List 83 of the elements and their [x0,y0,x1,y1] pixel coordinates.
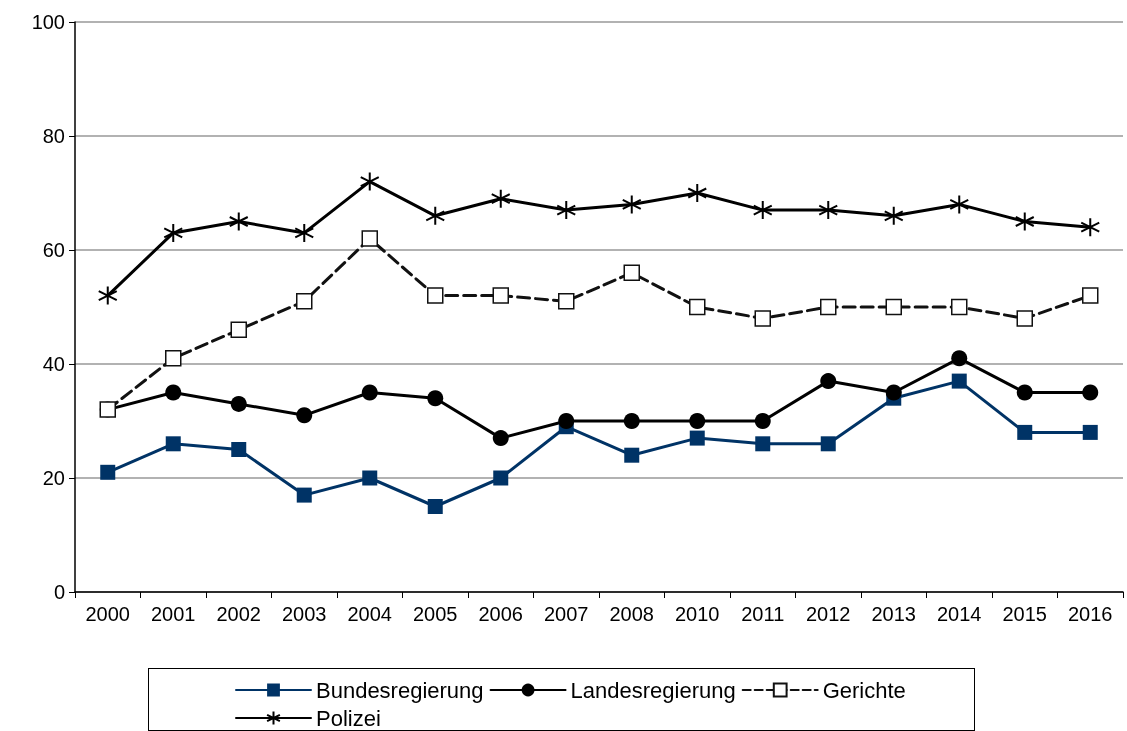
point [362,470,378,486]
x-tick-label: 2007 [544,603,589,625]
x-tick-label: 2014 [937,603,982,625]
point [230,395,247,412]
legend-label: Polizei [316,705,381,731]
point [165,384,182,401]
point [361,230,378,247]
point [294,222,315,243]
x-tick-label: 2012 [806,603,851,625]
y-tick-label: 40 [42,353,65,375]
x-tick-label: 2015 [1002,603,1047,625]
x-tick-label: 2006 [478,603,523,625]
point [1016,310,1033,327]
point [951,373,967,389]
y-tick-label: 60 [42,239,65,261]
point [754,413,771,429]
x-tick-label: 2001 [151,603,196,625]
point [165,350,182,367]
point [427,287,444,304]
point [687,183,708,203]
point [296,407,313,424]
point [490,188,511,209]
point [951,298,968,316]
point [820,436,836,452]
x-tick-label: 2003 [282,603,327,625]
point [361,384,378,401]
point [624,447,640,463]
point [1082,384,1099,401]
point [493,470,509,486]
point [752,200,773,221]
x-tick-label: 2000 [85,603,130,625]
point [951,350,968,367]
point [558,413,575,429]
point [230,321,247,339]
point [1080,217,1101,238]
point [621,194,642,215]
point [754,310,771,327]
point [1016,384,1033,401]
point [228,211,249,232]
point [296,487,312,503]
point [689,413,706,429]
point [359,171,380,192]
point [818,200,839,221]
y-tick-label: 100 [31,11,65,33]
point [296,293,313,310]
point [949,194,970,215]
point [820,373,837,390]
point [755,436,771,452]
point [165,436,181,452]
legend-label: Gerichte [822,677,906,703]
y-tick-label: 80 [42,125,65,147]
point [820,298,837,316]
legend-label: Landesregierung [570,677,736,703]
point [1017,424,1033,440]
point [163,222,184,243]
point [885,384,902,401]
point [689,430,705,446]
point [425,205,446,226]
x-tick-label: 2011 [741,603,785,625]
x-tick-label: 2002 [216,603,261,625]
x-tick-label: 2005 [413,603,458,625]
point [883,205,904,226]
point [623,264,640,282]
point [623,413,640,429]
point [492,430,509,447]
x-tick-label: 2016 [1068,603,1113,625]
legend-label: Bundesregierung [316,677,484,703]
point [689,298,706,316]
point [1014,211,1035,232]
point [427,390,444,407]
y-tick-label: 20 [42,467,65,489]
point [556,200,577,221]
y-tick-label: 0 [53,581,65,603]
point [97,285,118,306]
point [231,442,247,457]
point [100,464,116,480]
x-tick-label: 2008 [609,603,654,625]
x-tick-label: 2013 [871,603,916,625]
point [885,298,902,316]
x-tick-label: 2004 [347,603,392,625]
point [1082,424,1098,440]
x-tick-label: 2010 [675,603,720,625]
point [427,499,443,514]
